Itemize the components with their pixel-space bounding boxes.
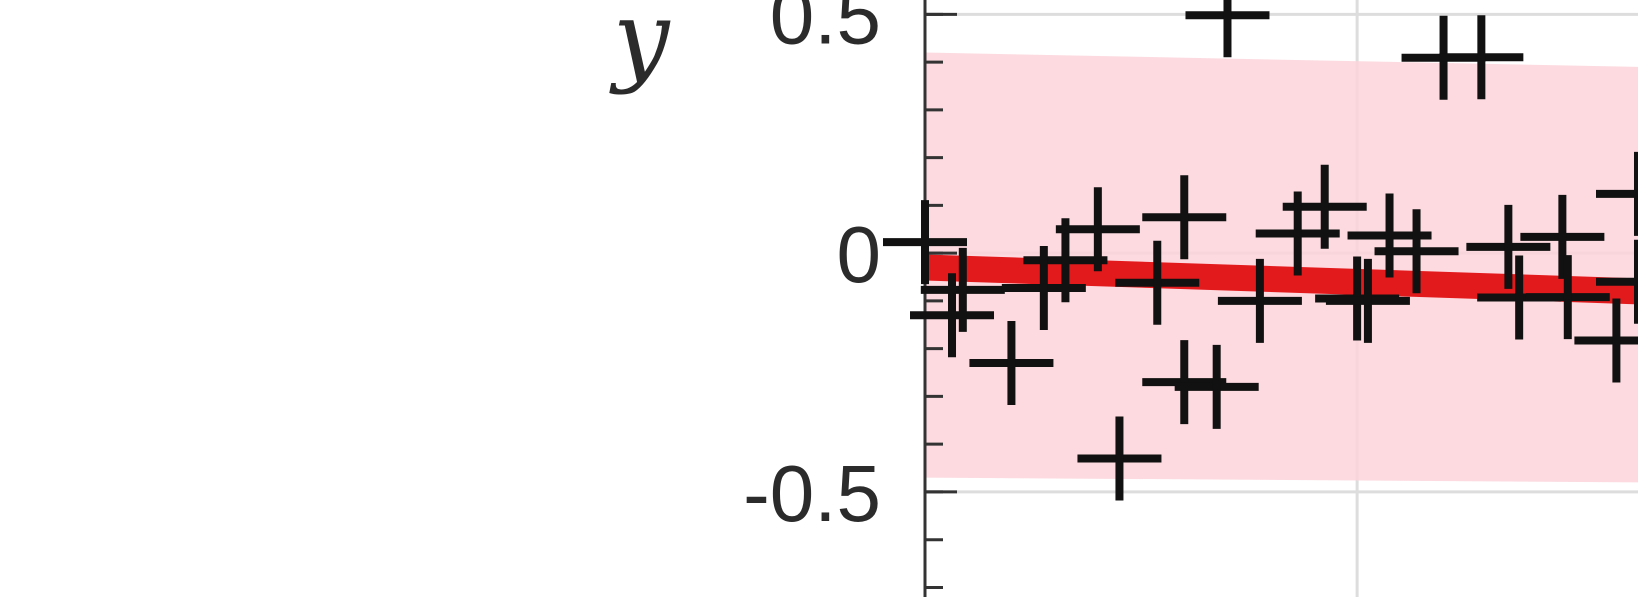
data-point [1596, 239, 1638, 324]
data-point [920, 247, 1005, 332]
axis-labels: y -0.5 0 0.5 [609, 0, 881, 538]
data-point [1174, 344, 1259, 429]
data-point [1374, 209, 1459, 294]
y-tick-label: 0 [837, 210, 882, 299]
data-point [1525, 255, 1610, 340]
data-point [1325, 258, 1410, 343]
data-point [1217, 258, 1302, 343]
y-axis-label: y [609, 0, 671, 96]
data-point [1466, 204, 1551, 289]
data-point [1077, 416, 1162, 501]
y-tick-label: 0.5 [770, 0, 881, 60]
data-point [1520, 194, 1605, 279]
data-point [1596, 151, 1638, 236]
data-point [1439, 15, 1524, 100]
data-point [883, 200, 967, 285]
y-tick-label: -0.5 [743, 449, 881, 538]
data-point [1185, 0, 1270, 58]
data-point [1055, 187, 1140, 272]
scatter-points [883, 0, 1638, 501]
data-point [1115, 240, 1200, 325]
data-point [969, 320, 1054, 405]
data-point [1574, 298, 1638, 383]
data-point [1255, 191, 1340, 276]
data-point [1001, 245, 1086, 330]
data-point [1142, 340, 1227, 425]
y-axis [923, 0, 957, 597]
data-point [1142, 175, 1227, 260]
